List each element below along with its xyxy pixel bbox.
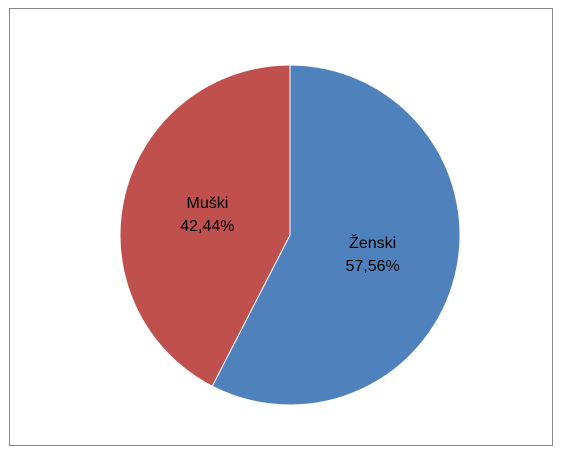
pie-slice — [119, 64, 291, 387]
slice-value-label: 57,56% — [345, 258, 399, 275]
slice-label: Muški — [186, 195, 228, 212]
pie-slice — [211, 64, 461, 406]
slice-label: Ženski — [349, 233, 396, 252]
slice-value-label: 42,44% — [180, 218, 234, 235]
